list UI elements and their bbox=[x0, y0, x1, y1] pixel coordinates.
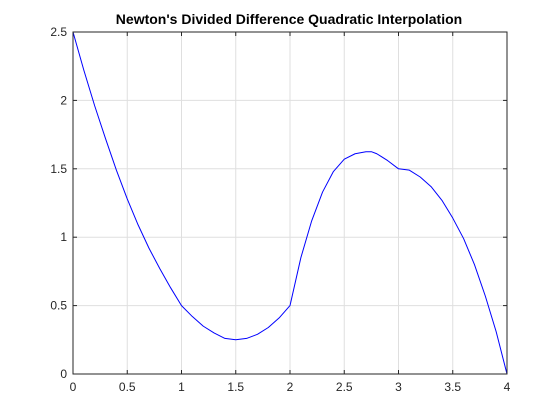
x-tick-label: 1 bbox=[178, 380, 185, 394]
chart-title: Newton's Divided Difference Quadratic In… bbox=[116, 11, 462, 27]
y-tick-label: 1 bbox=[60, 230, 67, 244]
y-tick-label: 1.5 bbox=[50, 162, 67, 176]
y-tick-label: 0.5 bbox=[50, 299, 67, 313]
x-tick-label: 1.5 bbox=[227, 380, 244, 394]
ticks: 0 0.5 1 1.5 2 2.5 3 3.5 4 0 0.5 1 1.5 2 2.5 bbox=[50, 25, 510, 394]
x-tick-label: 4 bbox=[504, 380, 511, 394]
x-tick-label: 2 bbox=[287, 380, 294, 394]
x-tick-label: 3.5 bbox=[444, 380, 461, 394]
x-tick-label: 2.5 bbox=[336, 380, 353, 394]
x-tick-label: 0 bbox=[70, 380, 77, 394]
series-layer bbox=[72, 31, 508, 375]
x-tick-label: 0.5 bbox=[119, 380, 136, 394]
series-line bbox=[72, 31, 508, 375]
y-tick-label: 2.5 bbox=[50, 25, 67, 39]
x-tick-label: 3 bbox=[395, 380, 402, 394]
y-tick-label: 2 bbox=[60, 93, 67, 107]
y-tick-label: 0 bbox=[60, 367, 67, 381]
